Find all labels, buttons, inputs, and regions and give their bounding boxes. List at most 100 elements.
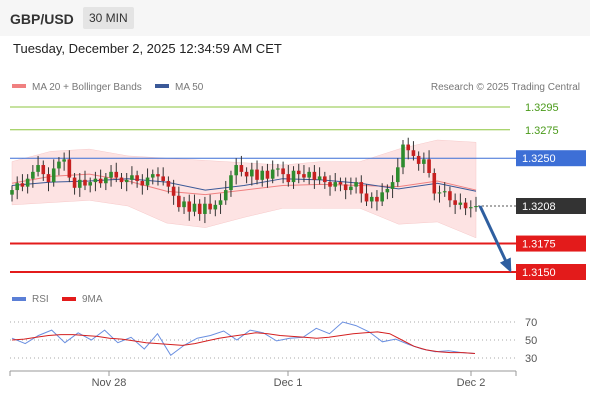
candle-up <box>395 167 400 183</box>
candle-up <box>203 203 207 214</box>
price-levels: 1.3295 1.3275 1.3250 1.3208 1.3175 1.3150 <box>10 102 586 280</box>
candle-down <box>67 159 72 178</box>
candle-down <box>166 180 171 187</box>
candle-down <box>197 203 202 214</box>
candle-down <box>20 183 25 187</box>
candle-down <box>208 203 212 210</box>
candle-down <box>302 174 306 178</box>
candle-up <box>223 190 228 201</box>
candle-up <box>401 144 405 168</box>
candle-down <box>448 191 452 201</box>
candle-down <box>114 171 119 178</box>
support-label: 1.3175 <box>522 239 556 251</box>
legend-9ma: 9MA <box>62 294 103 305</box>
pivot-label: 1.3250 <box>522 153 556 165</box>
ma20-line <box>11 173 477 196</box>
bollinger-band-area <box>11 139 477 239</box>
candle-down <box>286 174 291 183</box>
candle-up <box>458 202 463 205</box>
rsi-legend-swatch <box>12 297 26 301</box>
ma9-legend-swatch <box>62 297 76 301</box>
resistance-label: 1.3295 <box>525 102 559 114</box>
candle-down <box>161 176 165 181</box>
candle-up <box>145 177 150 186</box>
timeframe-button[interactable]: 30 MIN <box>83 7 134 29</box>
candle-down <box>296 170 301 175</box>
candle-up <box>192 203 197 212</box>
candle-down <box>453 200 457 205</box>
candle-down <box>135 175 139 181</box>
candle-down <box>72 177 77 188</box>
candle-down <box>364 193 369 202</box>
symbol-title: GBP/USD <box>10 11 74 27</box>
level-current: 1.3208 <box>478 198 586 214</box>
ma50-legend-label: MA 50 <box>175 82 204 93</box>
candle-down <box>98 178 103 184</box>
candle-down <box>255 169 259 180</box>
level-support: 1.3150 <box>10 264 586 280</box>
candle-down <box>119 177 124 183</box>
level-resistance: 1.3275 <box>10 125 559 137</box>
candle-up <box>260 170 265 180</box>
candle-down <box>343 184 348 191</box>
bollinger-bands <box>11 139 477 239</box>
candle-up <box>354 182 358 187</box>
rsi-tick-label: 70 <box>525 317 537 329</box>
candle-up <box>10 190 14 195</box>
candle-up <box>88 182 93 186</box>
current-price-tag <box>516 198 586 214</box>
candle-down <box>140 180 145 186</box>
candle-down <box>338 182 343 185</box>
candle-up <box>468 207 473 209</box>
support-tag <box>516 264 586 280</box>
candle-down <box>323 176 327 183</box>
candle-up <box>124 179 129 183</box>
x-axis: Nov 28 Dec 1 Dec 2 <box>9 371 517 389</box>
candle-up <box>104 177 108 184</box>
candle-up <box>349 186 353 191</box>
candle-down <box>312 171 317 180</box>
rsi-panel: 70 50 30 <box>10 317 537 365</box>
forecast-arrow <box>478 205 512 273</box>
candle-up <box>213 204 218 210</box>
candle-up <box>15 183 20 191</box>
candle-down <box>187 201 192 212</box>
forecast-arrow-head <box>499 257 512 273</box>
rsi-line <box>11 321 476 357</box>
timestamp: Tuesday, December 2, 2025 12:34:59 AM CE… <box>13 41 282 56</box>
ma50-legend-swatch <box>155 84 169 88</box>
pivot-tag <box>516 150 586 167</box>
candle-up <box>77 179 82 188</box>
candle-up <box>93 178 98 183</box>
candle-up <box>31 171 35 179</box>
candle-down <box>46 174 51 183</box>
candle-down <box>281 168 285 175</box>
candle-up <box>62 159 66 162</box>
candle-down <box>41 165 46 175</box>
candle-down <box>432 173 437 194</box>
x-tick-label: Nov 28 <box>92 377 127 389</box>
candle-up <box>385 188 390 193</box>
rsi-legend-label: RSI <box>32 294 49 305</box>
candle-down <box>375 196 379 202</box>
candle-down <box>177 195 181 208</box>
rsi-tick-label: 50 <box>525 335 537 347</box>
legend-rsi: RSI <box>12 294 49 305</box>
candle-down <box>416 155 421 164</box>
candle-up <box>369 196 374 202</box>
candle-down <box>265 170 270 179</box>
candle-up <box>390 182 395 189</box>
resistance-label: 1.3275 <box>525 125 559 137</box>
candle-down <box>156 174 160 177</box>
candle-down <box>427 159 431 173</box>
header-bar: GBP/USD 30 MIN <box>0 0 590 36</box>
ma9-line <box>11 331 476 354</box>
candle-up <box>130 175 134 180</box>
credit-text: Research © 2025 Trading Central <box>431 82 580 93</box>
candles <box>10 137 478 224</box>
candle-up <box>270 169 275 179</box>
support-tag <box>516 235 586 252</box>
candle-up <box>150 174 155 178</box>
candle-up <box>234 165 238 176</box>
